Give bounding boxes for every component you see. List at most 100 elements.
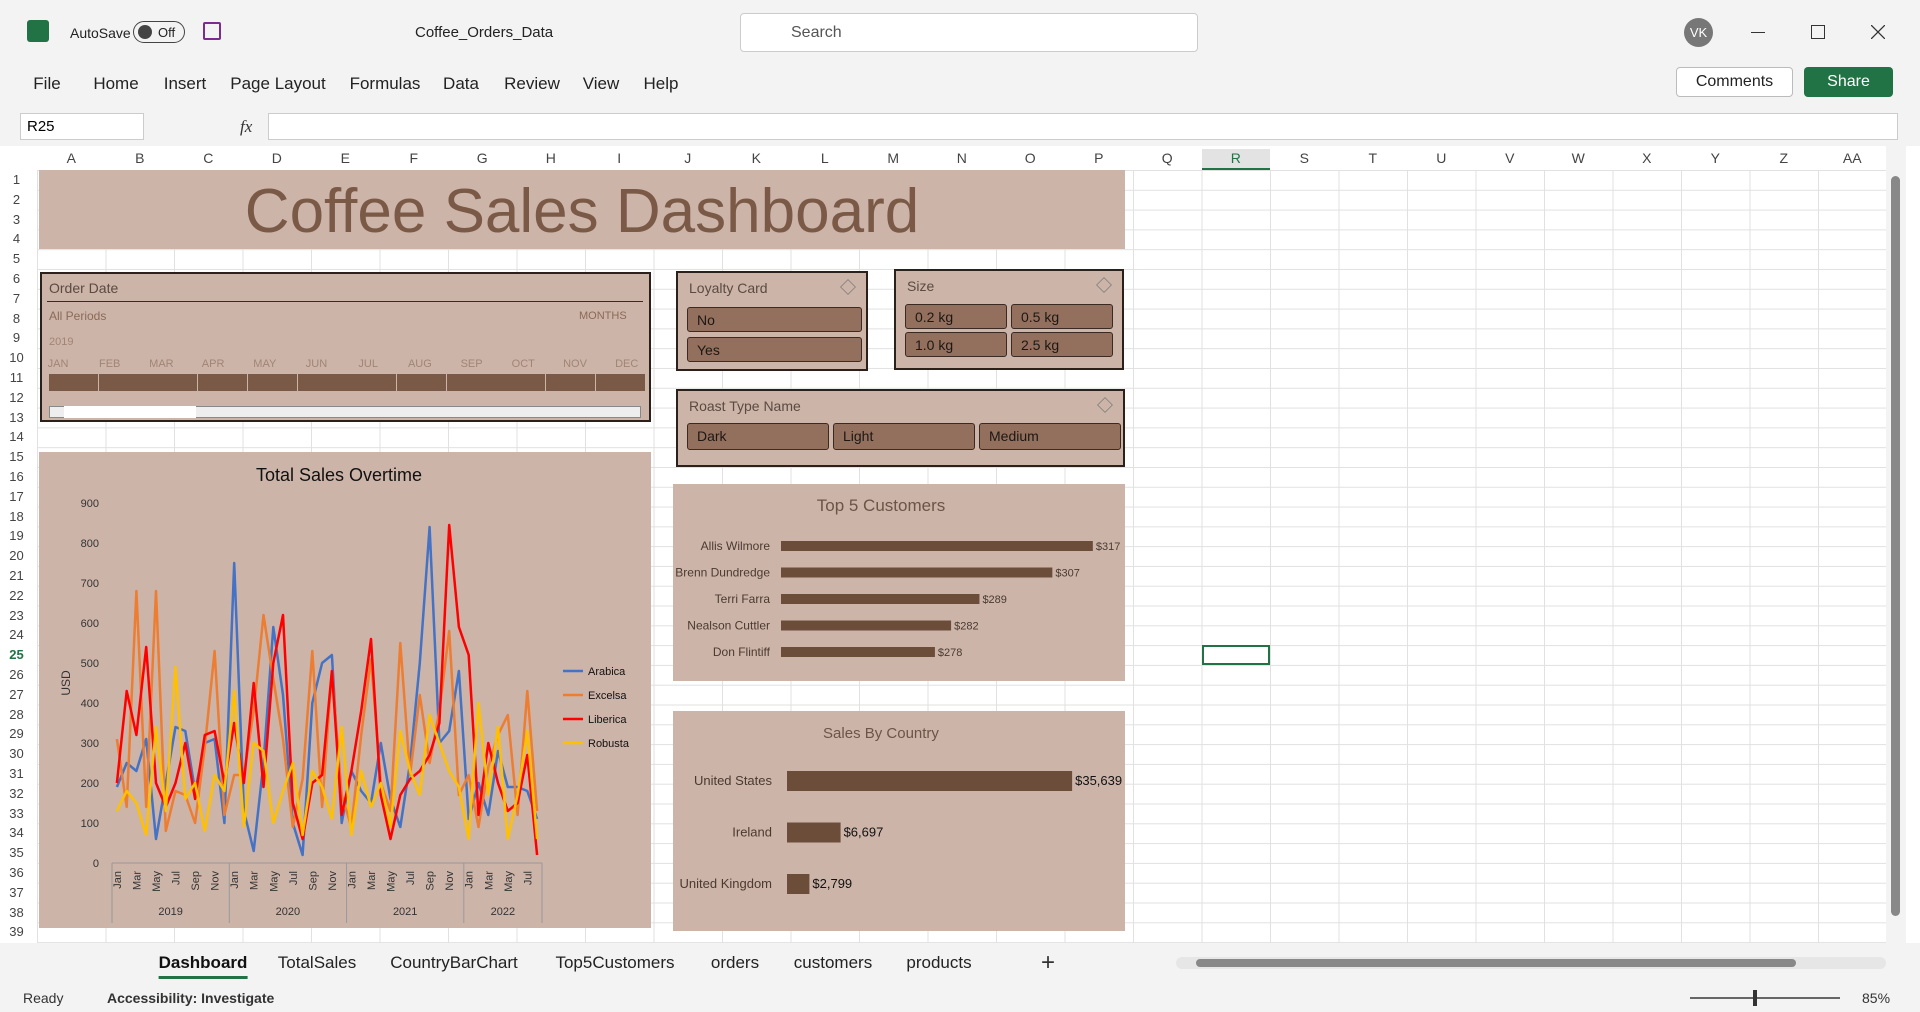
row-header[interactable]: 13 (9, 409, 24, 425)
name-box[interactable]: R25 (20, 113, 144, 140)
row-header[interactable]: 29 (9, 726, 24, 742)
row-header[interactable]: 5 (12, 251, 21, 267)
ribbon-tab[interactable]: Review (504, 74, 560, 93)
column-header[interactable]: M (887, 150, 900, 166)
fx-button[interactable]: fx (240, 117, 253, 136)
row-header[interactable]: 21 (9, 568, 24, 583)
column-header[interactable]: X (1642, 150, 1652, 166)
row-header[interactable]: 22 (9, 587, 24, 603)
timeline-month-bar[interactable] (446, 374, 496, 391)
save-button[interactable] (203, 22, 221, 40)
slicer-clear-icon[interactable] (1097, 397, 1113, 413)
row-header[interactable]: 28 (9, 706, 24, 722)
scroll-thumb[interactable] (1196, 959, 1796, 967)
vertical-scrollbar[interactable] (1886, 146, 1906, 943)
new-sheet[interactable]: + (1041, 949, 1056, 976)
timeline-month-bar[interactable] (98, 374, 148, 391)
row-header[interactable]: 4 (12, 231, 21, 247)
row-header[interactable]: 18 (9, 508, 24, 524)
comments-button[interactable]: Comments (1676, 67, 1793, 97)
sheet-tab[interactable]: Top5Customers (555, 953, 675, 972)
column-header[interactable]: Q (1161, 150, 1173, 166)
row-header[interactable]: 23 (9, 607, 24, 623)
timeline-scroll-thumb[interactable] (64, 406, 196, 418)
slicer-item[interactable]: 0.2 kg (905, 304, 1007, 329)
legend-label[interactable]: Excelsa (588, 690, 627, 702)
column-header[interactable]: I (617, 150, 622, 166)
row-header[interactable]: 16 (9, 469, 24, 484)
column-header[interactable]: V (1505, 150, 1515, 166)
timeline-level[interactable]: MONTHS (579, 310, 627, 322)
row-header[interactable]: 1 (12, 172, 21, 187)
row-header[interactable]: 39 (9, 924, 24, 940)
row-header[interactable]: 6 (12, 271, 21, 286)
row-header[interactable]: 8 (12, 310, 21, 326)
column-header[interactable]: A (66, 150, 76, 166)
slicer-item[interactable]: 0.5 kg (1011, 304, 1113, 329)
slicer-item[interactable]: 2.5 kg (1011, 332, 1113, 357)
ribbon-tab[interactable]: Insert (163, 74, 207, 93)
maximize[interactable] (1811, 25, 1825, 39)
column-header[interactable]: C (203, 150, 214, 166)
row-header[interactable]: 32 (9, 785, 24, 801)
sheet-tab[interactable]: orders (710, 953, 760, 972)
column-header[interactable]: S (1299, 150, 1309, 166)
row-header[interactable]: 33 (9, 805, 24, 821)
row-header[interactable]: 27 (9, 686, 24, 702)
column-header[interactable]: D (271, 150, 282, 166)
timeline-month-bar[interactable] (49, 374, 98, 391)
zoom-slider[interactable] (1690, 997, 1840, 999)
ribbon-tab[interactable]: Formulas (349, 74, 421, 93)
column-header[interactable]: N (956, 150, 967, 166)
row-header[interactable]: 38 (9, 904, 24, 920)
timeline-month-bar[interactable] (595, 374, 645, 391)
timeline-month-bar[interactable] (148, 374, 198, 391)
close[interactable] (1871, 25, 1885, 39)
timeline-month-bar[interactable] (247, 374, 297, 391)
legend-label[interactable]: Robusta (588, 738, 630, 750)
legend-label[interactable]: Arabica (588, 666, 626, 678)
row-header[interactable]: 20 (9, 548, 24, 564)
scroll-thumb[interactable] (1891, 176, 1900, 916)
timeline-month-bar[interactable] (297, 374, 347, 391)
sheet-tab[interactable]: products (906, 953, 972, 972)
column-header[interactable]: R (1201, 149, 1270, 170)
column-header[interactable]: G (476, 150, 488, 166)
column-header[interactable]: AA (1842, 150, 1862, 166)
row-header[interactable]: 34 (9, 825, 24, 841)
slicer-item[interactable]: Light (833, 423, 975, 450)
row-header[interactable]: 7 (12, 290, 21, 306)
row-header[interactable]: 2 (12, 191, 21, 207)
row-header[interactable]: 19 (9, 528, 24, 544)
column-header[interactable]: H (545, 150, 556, 166)
row-header[interactable]: 15 (9, 449, 24, 465)
row-header[interactable]: 24 (9, 627, 24, 643)
slicer-clear-icon[interactable] (1096, 277, 1112, 293)
ribbon-tab[interactable]: View (582, 74, 620, 93)
column-header[interactable]: U (1436, 150, 1447, 166)
column-header[interactable]: W (1571, 150, 1585, 166)
row-header[interactable]: 12 (9, 389, 24, 405)
column-header[interactable]: F (409, 150, 419, 166)
column-header[interactable]: B (135, 150, 145, 166)
sheet-tab[interactable]: TotalSales (277, 953, 357, 972)
row-header[interactable]: 14 (9, 429, 24, 445)
zoom-thumb[interactable] (1753, 990, 1757, 1006)
timeline-month-bar[interactable] (198, 374, 248, 391)
horizontal-scrollbar[interactable] (1176, 957, 1886, 969)
row-header[interactable]: 10 (9, 350, 24, 366)
file-name[interactable]: Coffee_Orders_Data (415, 24, 554, 41)
accessibility-status[interactable]: Accessibility: Investigate (107, 990, 275, 1006)
sheet-tab[interactable]: customers (793, 953, 873, 972)
formula-input[interactable] (268, 113, 1898, 140)
row-header[interactable]: 30 (9, 746, 24, 762)
ribbon-tab[interactable]: File (33, 74, 61, 93)
sheet-tab[interactable]: Dashboard (158, 953, 248, 979)
slicer-item[interactable]: Yes (687, 337, 862, 362)
legend-label[interactable]: Liberica (588, 714, 627, 726)
row-header[interactable]: 17 (9, 488, 24, 504)
row-header[interactable]: 37 (9, 884, 24, 900)
minimize[interactable] (1751, 32, 1765, 33)
row-header[interactable]: 31 (9, 766, 24, 781)
slicer-item[interactable]: No (687, 307, 862, 332)
